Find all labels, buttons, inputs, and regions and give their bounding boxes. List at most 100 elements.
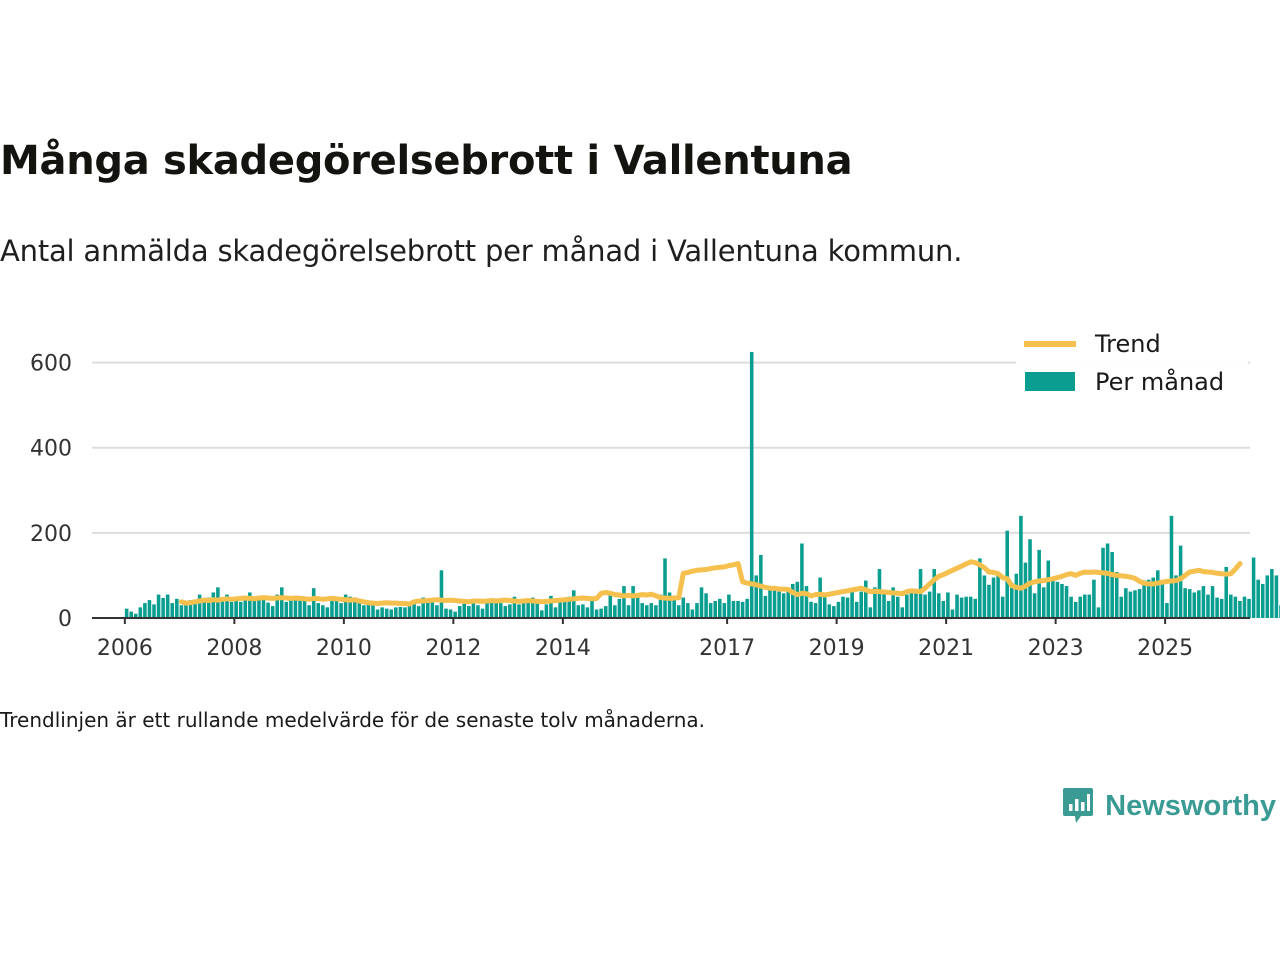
- bar: [1092, 579, 1096, 618]
- bar: [822, 594, 827, 618]
- bar: [978, 558, 982, 618]
- bar: [165, 594, 170, 618]
- bar: [485, 601, 489, 618]
- bar: [252, 600, 257, 618]
- bar: [827, 604, 832, 618]
- bar: [124, 608, 129, 618]
- bar: [927, 591, 932, 618]
- bar: [836, 601, 841, 618]
- bar: [1169, 515, 1174, 618]
- bar: [1142, 580, 1146, 618]
- bar: [731, 600, 736, 618]
- bar: [508, 604, 512, 618]
- bar: [1270, 569, 1274, 618]
- bar: [1028, 539, 1032, 618]
- bar: [1174, 575, 1178, 618]
- bar: [412, 603, 416, 618]
- bar: [553, 607, 558, 618]
- bar: [471, 600, 476, 618]
- bar: [1229, 594, 1233, 618]
- bar: [1005, 530, 1010, 618]
- bar: [1215, 597, 1219, 618]
- bar: [535, 603, 540, 618]
- bar: [289, 598, 293, 618]
- bar: [435, 605, 439, 618]
- bar: [644, 605, 649, 618]
- bar: [257, 596, 261, 618]
- bar: [261, 598, 266, 618]
- bar: [1128, 591, 1133, 618]
- bar: [1256, 579, 1260, 618]
- bar: [905, 594, 909, 618]
- axis-layer: 0 200 400 600 2006 2008 2010 2012 2014 2017 2019 20…: [30, 352, 1250, 661]
- bar: [1083, 594, 1087, 618]
- bar: [476, 605, 480, 618]
- bar: [608, 592, 613, 618]
- bar: [895, 596, 900, 618]
- bar: [129, 611, 133, 618]
- bar: [343, 594, 348, 618]
- bar: [722, 603, 727, 618]
- bar: [489, 601, 494, 618]
- bar: [571, 590, 576, 618]
- bar: [1238, 600, 1242, 618]
- bar: [818, 577, 822, 618]
- bar: [540, 610, 544, 618]
- bar: [781, 593, 786, 618]
- bar: [599, 608, 603, 618]
- bar: [891, 587, 895, 618]
- bar: [594, 609, 599, 618]
- bar: [845, 597, 850, 618]
- bar: [321, 605, 325, 618]
- bar: [649, 603, 654, 618]
- bar: [1242, 596, 1247, 618]
- bar: [795, 581, 800, 618]
- bar: [950, 609, 955, 618]
- bar: [640, 603, 644, 618]
- bar: [133, 613, 138, 618]
- bar: [1041, 587, 1046, 618]
- bar: [248, 592, 252, 618]
- bar: [841, 596, 845, 618]
- x-tick-label: 2014: [535, 636, 591, 661]
- bar: [941, 600, 946, 618]
- bar: [777, 591, 781, 618]
- bar: [1105, 543, 1110, 618]
- bar: [996, 575, 1000, 618]
- bar: [622, 586, 626, 618]
- bar: [211, 592, 216, 618]
- bar: [521, 600, 526, 618]
- bar: [462, 603, 467, 618]
- bar: [727, 594, 731, 618]
- bar: [859, 591, 863, 618]
- bar: [152, 604, 156, 618]
- bar: [1224, 566, 1229, 618]
- bar: [229, 601, 234, 618]
- bar: [549, 595, 553, 618]
- x-tick-label: 2012: [425, 636, 481, 661]
- bar: [544, 604, 549, 618]
- x-tick-label: 2019: [809, 636, 865, 661]
- bar: [517, 604, 521, 618]
- bar: [667, 592, 672, 618]
- bar: [987, 584, 991, 618]
- bar: [567, 596, 571, 618]
- bar: [234, 596, 238, 618]
- bar: [1000, 596, 1005, 618]
- bar: [886, 600, 891, 618]
- bar: [909, 590, 914, 618]
- bar: [175, 598, 179, 618]
- bar: [480, 608, 485, 618]
- bar: [1210, 586, 1215, 618]
- bar: [581, 604, 585, 618]
- bar: [366, 603, 371, 618]
- trend-line: [178, 559, 1243, 607]
- bar: [1137, 589, 1142, 618]
- bar: [868, 607, 873, 618]
- bar: [1192, 592, 1197, 618]
- bar: [348, 596, 352, 618]
- bar: [334, 600, 339, 618]
- bar: [503, 606, 508, 618]
- bar: [156, 594, 161, 618]
- bar: [809, 601, 813, 618]
